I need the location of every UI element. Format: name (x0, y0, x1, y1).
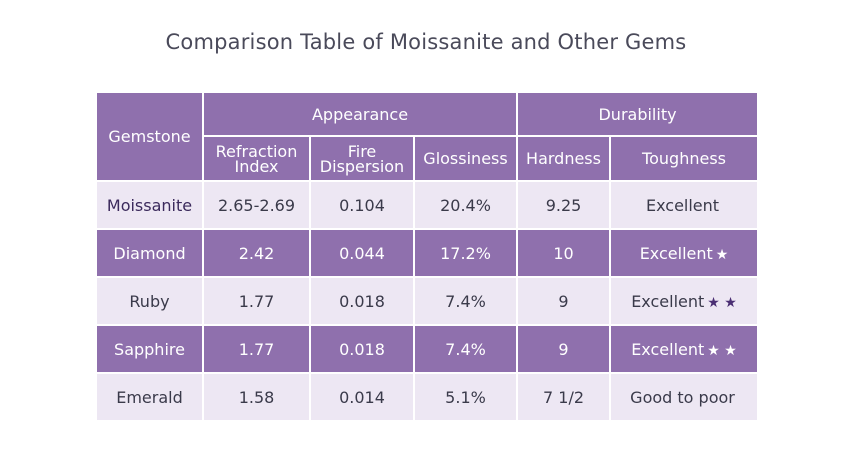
gloss-value: 5.1% (412, 372, 519, 422)
table-row: Diamond 2.42 0.044 17.2% 10 Excellent ★ (95, 228, 760, 278)
table-row: Emerald 1.58 0.014 5.1% 7 1/2 Good to po… (95, 372, 760, 422)
fire-value: 0.018 (309, 324, 415, 374)
header-toughness: Toughness (609, 135, 760, 182)
comparison-table: Gemstone Appearance Durability Refractio… (95, 91, 760, 422)
star-icon: ★ ★ (707, 342, 737, 359)
header-refraction-line1: Refraction (215, 141, 298, 161)
table-row: Ruby 1.77 0.018 7.4% 9 Excellent ★ ★ (95, 276, 760, 326)
toughness-value: Good to poor (630, 387, 735, 407)
gem-name: Moissanite (95, 180, 204, 230)
fire-value: 0.018 (309, 276, 415, 326)
refraction-value: 2.65-2.69 (202, 180, 311, 230)
header-appearance: Appearance (201, 91, 519, 137)
gloss-value: 17.2% (412, 228, 519, 278)
toughness-cell: Excellent ★ (609, 228, 760, 278)
hardness-value: 7 1/2 (516, 372, 612, 422)
header-fire-line1: Fire (347, 141, 377, 161)
toughness-cell: Excellent ★ ★ (609, 324, 760, 374)
refraction-value: 1.58 (202, 372, 311, 422)
star-icon: ★ ★ (707, 294, 737, 311)
fire-value: 0.014 (309, 372, 415, 422)
header-row-columns: Refraction Index Fire Dispersion Glossin… (96, 135, 760, 182)
gloss-value: 7.4% (412, 324, 519, 374)
header-hardness: Hardness (516, 135, 612, 182)
gem-name: Emerald (95, 372, 204, 422)
header-fire-line2: Dispersion (319, 156, 405, 176)
toughness-value: Excellent (645, 195, 720, 215)
fire-value: 0.044 (309, 228, 415, 278)
gloss-value: 20.4% (412, 180, 519, 230)
hardness-value: 9 (516, 276, 612, 326)
header-fire-dispersion: Fire Dispersion (309, 135, 415, 182)
hardness-value: 10 (516, 228, 612, 278)
toughness-cell: Excellent ★ ★ (609, 276, 760, 326)
table-row: Sapphire 1.77 0.018 7.4% 9 Excellent ★ ★ (95, 324, 760, 374)
refraction-value: 1.77 (202, 324, 311, 374)
refraction-value: 1.77 (202, 276, 311, 326)
table-title: Comparison Table of Moissanite and Other… (165, 30, 687, 54)
header-glossiness: Glossiness (412, 135, 519, 182)
gem-name: Ruby (95, 276, 204, 326)
refraction-value: 2.42 (202, 228, 311, 278)
toughness-value: Excellent (631, 339, 705, 359)
header-row-groups: Gemstone Appearance Durability (95, 91, 760, 182)
toughness-cell: Good to poor (609, 372, 760, 422)
gem-name: Diamond (95, 228, 204, 278)
hardness-value: 9.25 (516, 180, 612, 230)
gloss-value: 7.4% (412, 276, 519, 326)
gem-name: Sapphire (95, 324, 204, 374)
toughness-value: Excellent (631, 291, 705, 311)
header-refraction-line2: Index (234, 156, 279, 176)
fire-value: 0.104 (309, 180, 415, 230)
toughness-cell: Excellent (609, 180, 760, 230)
header-gemstone: Gemstone (95, 91, 204, 182)
header-durability: Durability (516, 91, 760, 137)
toughness-value: Excellent (639, 243, 713, 263)
star-icon: ★ (715, 246, 729, 263)
table-row: Moissanite 2.65-2.69 0.104 20.4% 9.25 Ex… (95, 180, 760, 230)
header-refraction-index: Refraction Index (202, 135, 311, 182)
hardness-value: 9 (516, 324, 612, 374)
